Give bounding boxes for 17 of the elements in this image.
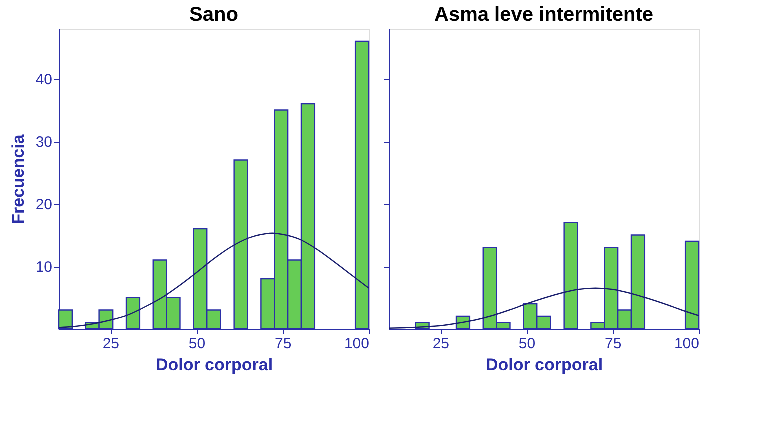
x-tick-label: 100: [344, 336, 370, 352]
y-tick-label: 20: [36, 196, 52, 214]
chart-title: Sano: [190, 4, 238, 26]
x-tick-label: 100: [674, 336, 700, 352]
y-tick-label: 40: [36, 72, 52, 88]
x-tick-label: 25: [102, 336, 120, 352]
x-tick-label: 75: [605, 336, 622, 352]
x-tick-label: 75: [275, 336, 292, 352]
chart-title: Asma leve intermitente: [434, 4, 654, 26]
y-tick-label: 30: [36, 134, 52, 151]
x-axis-title: Dolor corporal: [486, 356, 604, 374]
y-axis-title: Frecuencia: [8, 134, 28, 224]
x-axis-title: Dolor corporal: [156, 356, 274, 374]
x-tick-label: 25: [432, 336, 450, 352]
y-tick-label: 10: [36, 259, 52, 276]
x-tick-label: 50: [518, 336, 536, 352]
x-tick-label: 50: [188, 336, 206, 352]
